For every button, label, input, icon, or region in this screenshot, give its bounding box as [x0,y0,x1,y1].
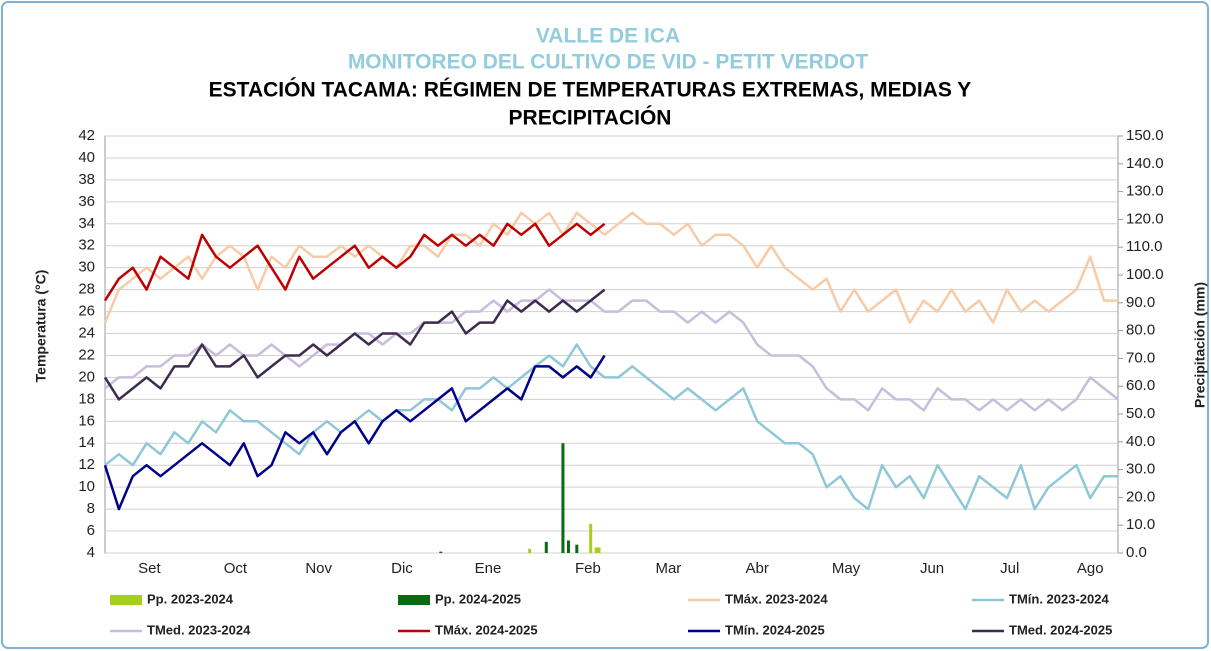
temp-line [103,354,606,511]
y-tick-label: 6 [87,522,95,539]
x-tick-label: Dic [391,560,413,577]
y-tick-label: 36 [78,193,95,210]
y2-tick-label: 140.0 [1126,155,1164,172]
legend-label: TMed. 2023-2024 [147,622,251,637]
y-tick-label: 16 [78,412,95,429]
legend-label: TMed. 2024-2025 [1009,622,1112,637]
legend-swatch [110,595,142,605]
temp-line [103,222,606,302]
temp-line [104,288,1119,412]
supertitle: MONITOREO DEL CULTIVO DE VID - PETIT VER… [348,51,869,74]
y-tick-label: 28 [78,281,95,298]
y2-tick-label: 40.0 [1126,433,1155,450]
y-tick-label: 40 [78,149,95,166]
y2-tick-label: 70.0 [1126,349,1155,366]
y-tick-label: 10 [78,478,95,495]
temp-line [103,288,606,401]
y-tick-label: 14 [78,434,95,451]
x-tick-label: May [832,560,861,577]
x-tick-label: Oct [224,560,248,577]
precip-bar [594,547,598,553]
y2-tick-label: 60.0 [1126,377,1155,394]
precip-bar [566,540,570,553]
precip-bar [528,548,532,553]
legend-label: TMín. 2023-2024 [1009,591,1109,606]
temp-line [104,343,1118,511]
y-tick-label: 42 [78,127,95,144]
x-tick-label: Ago [1077,560,1104,577]
y-tick-label: 26 [78,303,95,320]
y2-tick-label: 100.0 [1126,266,1164,283]
y2-tick-label: 130.0 [1126,183,1164,200]
x-tick-label: Jul [1000,560,1019,577]
y-tick-label: 4 [87,544,95,561]
y-axis-label: Temperatura (°C) [33,270,49,383]
x-tick-label: Abr [746,560,769,577]
y-tick-label: 38 [78,171,95,188]
legend-label: Pp. 2023-2024 [147,591,234,606]
y-tick-label: 8 [87,500,95,517]
precip-bar [561,443,565,553]
precip-bar [589,523,593,553]
precip-bar [439,551,443,553]
y2-tick-label: 10.0 [1126,516,1155,533]
legend-label: TMín. 2024-2025 [725,622,825,637]
y2-tick-label: 20.0 [1126,488,1155,505]
y2-tick-label: 120.0 [1126,210,1164,227]
y2-tick-label: 110.0 [1126,238,1162,255]
y2-tick-label: 150.0 [1126,127,1164,144]
y-tick-label: 18 [78,390,95,407]
y-tick-label: 20 [78,368,95,385]
chart-title: PRECIPITACIÓN [509,106,672,130]
x-tick-label: Feb [575,560,601,577]
y2-axis-label: Precipitación (mm) [1192,282,1208,408]
y-tick-label: 34 [78,215,95,232]
y2-tick-label: 0.0 [1126,544,1147,561]
y2-tick-label: 50.0 [1126,405,1155,422]
y2-tick-label: 80.0 [1126,322,1155,339]
y-tick-label: 24 [78,324,95,341]
temp-line [103,211,1118,324]
x-tick-label: Nov [305,560,332,577]
legend-label: TMáx. 2023-2024 [725,591,828,606]
x-tick-label: Jun [920,560,944,577]
chart-title: ESTACIÓN TACAMA: RÉGIMEN DE TEMPERATURAS… [209,78,972,102]
precip-bar [597,547,601,553]
legend-label: TMáx. 2024-2025 [435,622,538,637]
y2-tick-label: 90.0 [1126,294,1155,311]
legend-label: Pp. 2024-2025 [435,591,521,606]
legend-swatch [398,595,430,605]
x-tick-label: Mar [655,560,681,577]
precip-bar [575,544,579,553]
y-tick-label: 32 [78,237,95,254]
x-tick-label: Set [138,560,161,577]
y-tick-label: 12 [78,456,95,473]
x-tick-label: Ene [475,560,502,577]
y2-tick-label: 30.0 [1126,461,1155,478]
precip-bar [544,541,548,553]
y-tick-label: 22 [78,346,95,363]
supertitle: VALLE DE ICA [536,25,680,48]
y-tick-label: 30 [78,259,95,276]
